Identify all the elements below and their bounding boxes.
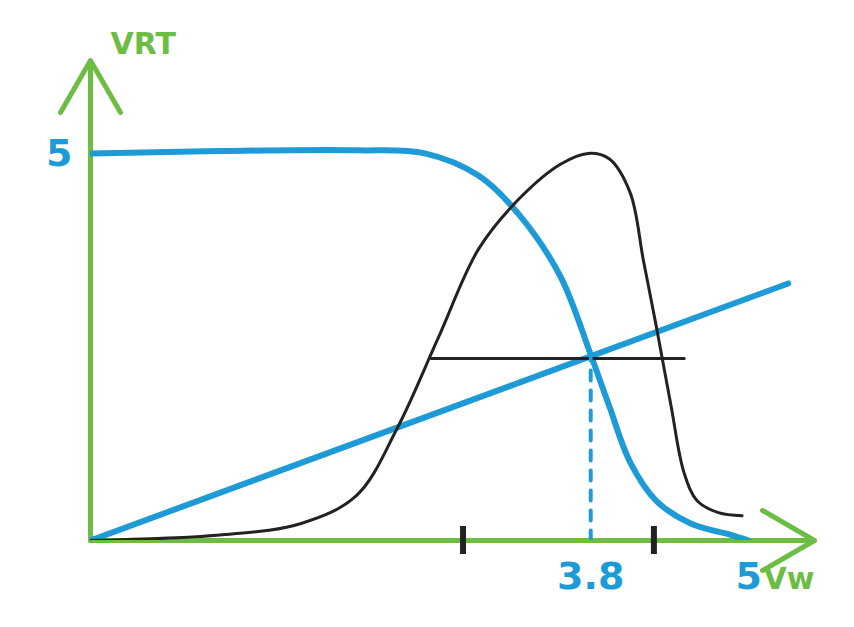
- svg-text:VRT: VRT: [111, 26, 177, 61]
- svg-text:5: 5: [735, 554, 761, 598]
- svg-text:Vw: Vw: [764, 561, 815, 596]
- svg-text:3.8: 3.8: [557, 554, 624, 598]
- svg-text:5: 5: [46, 131, 72, 175]
